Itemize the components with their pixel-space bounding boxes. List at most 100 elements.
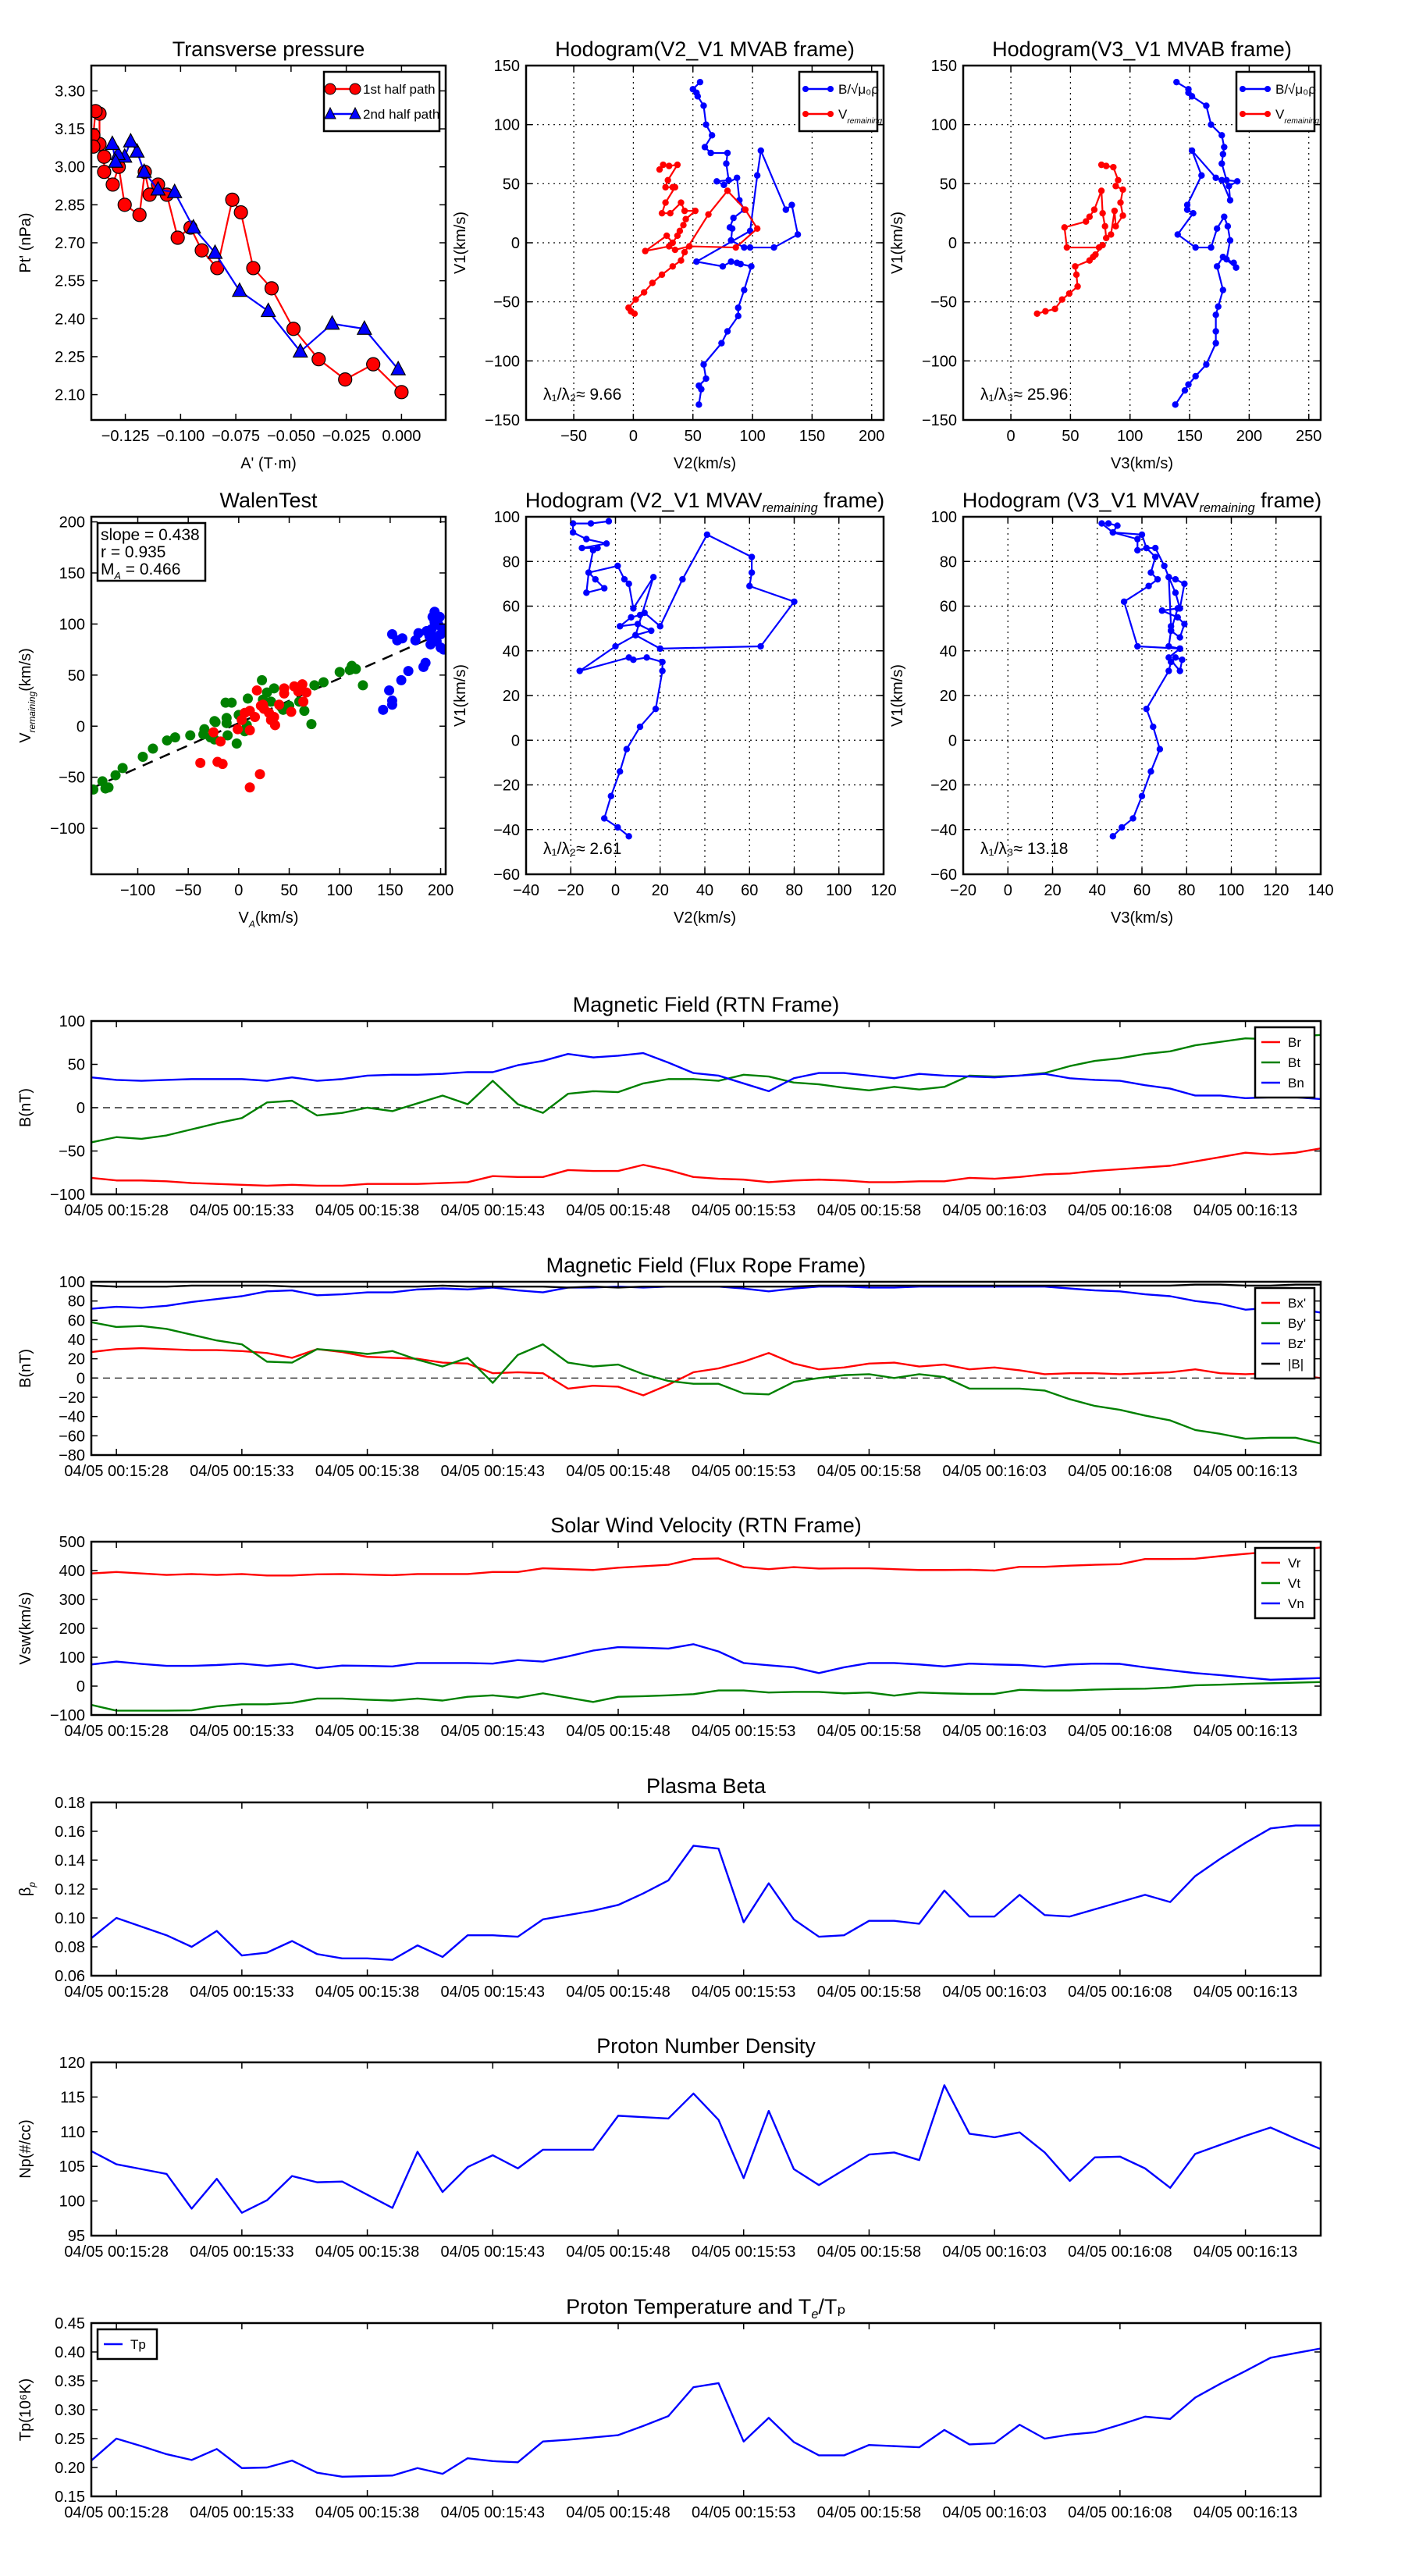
- x-tick-label: 04/05 00:15:53: [692, 1984, 795, 2001]
- x-tick-label: 04/05 00:15:38: [315, 2243, 419, 2261]
- y-tick-label: −50: [930, 294, 957, 311]
- data-point: [705, 211, 712, 218]
- legend-frame: [322, 70, 441, 133]
- x-tick-label: 04/05 00:16:08: [1068, 1202, 1172, 1219]
- plot-area: [91, 1546, 1321, 1712]
- legend: B/√μ₀ρ Vremaining: [798, 70, 882, 133]
- legend-entry: Tp: [104, 2337, 146, 2352]
- x-tick-label: −100: [120, 882, 155, 899]
- data-point: [1111, 207, 1119, 215]
- data-point: [742, 206, 749, 213]
- data-point: [194, 243, 209, 258]
- data-point: [643, 654, 650, 661]
- y-tick-label: −100: [50, 1707, 85, 1724]
- data-point: [91, 139, 101, 154]
- x-tick-label: 20: [652, 882, 669, 899]
- x-tick-label: 50: [685, 428, 702, 445]
- data-point: [636, 611, 644, 619]
- data-point: [420, 657, 431, 668]
- x-tick-label: 04/05 00:16:03: [942, 1202, 1046, 1219]
- y-tick-label: 0: [511, 235, 520, 252]
- data-point: [1150, 723, 1157, 731]
- y-tick-label: 3.15: [55, 121, 85, 138]
- y-tick-label: 0: [948, 235, 957, 252]
- data-point: [757, 147, 764, 155]
- data-point: [757, 642, 764, 650]
- legend-entry: Bz': [1261, 1336, 1306, 1351]
- data-point: [413, 628, 424, 639]
- x-tick-label: 04/05 00:16:03: [942, 1984, 1046, 2001]
- data-point: [662, 183, 669, 191]
- data-point: [1203, 361, 1210, 368]
- x-axis-label: V3(km/s): [1111, 909, 1173, 927]
- series-line: [91, 1321, 1321, 1445]
- y-tick-label: 100: [931, 117, 957, 134]
- x-tick-label: 04/05 00:15:43: [441, 1984, 545, 2001]
- data-point: [301, 687, 312, 698]
- data-point: [666, 243, 673, 250]
- text-part: V: [838, 107, 848, 122]
- data-point: [1223, 176, 1230, 183]
- data-point: [185, 219, 201, 234]
- y-tick-label: 0: [76, 1100, 85, 1117]
- data-point: [1233, 178, 1241, 185]
- data-point: [103, 782, 114, 793]
- legend-entry: |B|: [1261, 1357, 1304, 1372]
- legend-label: Bz': [1288, 1336, 1306, 1351]
- eigenvalue-ratio-annotation: λ₁/λ₂≈ 9.66: [543, 386, 621, 404]
- legend-entry: Bt: [1261, 1055, 1300, 1070]
- y-tick-label: −60: [493, 866, 520, 884]
- data-point: [1185, 381, 1192, 388]
- data-point: [569, 528, 577, 536]
- text-part: Hodogram (V3_V1 MVAV: [962, 489, 1200, 512]
- plot-area: [91, 2084, 1321, 2214]
- x-tick-label: 04/05 00:15:48: [566, 2243, 670, 2261]
- series-series-0: [1172, 78, 1241, 408]
- legend-frame: [1235, 70, 1316, 133]
- data-point: [1226, 237, 1234, 244]
- x-tick-label: 100: [1117, 428, 1143, 445]
- legend-marker: [1240, 86, 1246, 92]
- data-point: [1219, 151, 1227, 158]
- data-point: [251, 685, 262, 696]
- y-tick-label: −50: [59, 770, 85, 787]
- y-tick-label: −40: [59, 1409, 85, 1426]
- data-point: [1033, 310, 1040, 317]
- data-point: [681, 207, 688, 215]
- data-point: [1212, 174, 1219, 181]
- series-line: [91, 2347, 1321, 2478]
- plot-area: [569, 518, 798, 840]
- x-tick-label: 04/05 00:15:58: [817, 1202, 921, 1219]
- chart-hodogram-v2-v1-mvav: −40 −20 0 20 40 60 80 100 120−60−40−200204060801…: [452, 489, 897, 927]
- x-tick-label: 50: [1062, 428, 1079, 445]
- x-axis-label: VA(km/s): [239, 909, 299, 930]
- data-point: [1168, 627, 1175, 635]
- legend-marker: [802, 86, 809, 92]
- data-point: [1224, 222, 1232, 230]
- series-line: [91, 1546, 1321, 1577]
- y-tick-label: 3.00: [55, 159, 85, 176]
- data-point: [1203, 102, 1210, 109]
- y-tick-label: 100: [59, 1013, 85, 1030]
- data-point: [129, 142, 145, 158]
- data-point: [1112, 183, 1119, 190]
- data-point: [1098, 520, 1105, 527]
- legend: Tp: [96, 2328, 158, 2361]
- data-point: [679, 575, 686, 583]
- y-tick-label: 0.15: [55, 2489, 85, 2506]
- data-point: [1165, 667, 1172, 674]
- data-point: [1143, 705, 1150, 713]
- data-point: [666, 162, 673, 169]
- data-point: [1134, 535, 1141, 543]
- x-tick-label: 04/05 00:15:48: [566, 2504, 670, 2521]
- chart-hodogram-v2-v1-mvab: −50 0 50 100 150 200 −150 −100 −50 0 50 100 150 Hodog…: [452, 37, 884, 472]
- data-point: [1219, 286, 1227, 294]
- x-tick-label: −0.075: [212, 428, 260, 445]
- y-tick-label: −100: [485, 353, 520, 370]
- y-axis-label: Pt' (nPa): [17, 212, 34, 272]
- x-tick-label: 80: [1178, 882, 1195, 899]
- data-point: [258, 699, 269, 710]
- text-part: frame): [818, 489, 885, 512]
- data-point: [607, 792, 614, 800]
